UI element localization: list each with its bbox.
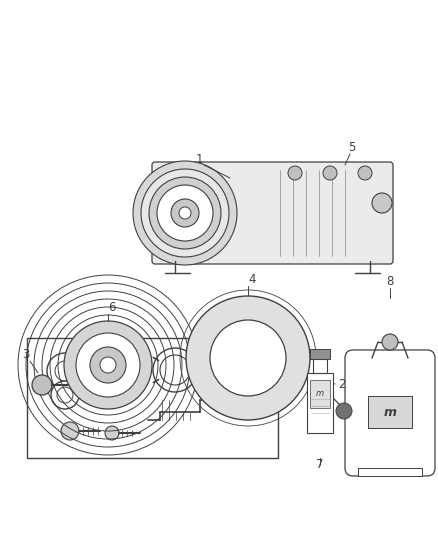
Text: 5: 5	[348, 141, 355, 154]
FancyBboxPatch shape	[345, 350, 435, 476]
Circle shape	[32, 375, 52, 395]
Circle shape	[186, 296, 310, 420]
Circle shape	[100, 357, 116, 373]
Circle shape	[336, 403, 352, 419]
Circle shape	[81, 382, 103, 404]
Circle shape	[86, 387, 98, 399]
Text: 3: 3	[22, 348, 29, 361]
Bar	[368, 396, 412, 428]
Circle shape	[323, 166, 337, 180]
Bar	[307, 373, 333, 433]
Circle shape	[157, 185, 213, 241]
Bar	[313, 359, 327, 373]
Text: 1: 1	[196, 153, 204, 166]
Circle shape	[133, 161, 237, 265]
Circle shape	[90, 347, 126, 383]
Circle shape	[79, 358, 105, 384]
Circle shape	[372, 193, 392, 213]
Circle shape	[210, 320, 286, 396]
Circle shape	[85, 364, 99, 378]
Circle shape	[288, 166, 302, 180]
Bar	[358, 468, 422, 476]
Text: 6: 6	[108, 301, 116, 314]
Circle shape	[149, 177, 221, 249]
Circle shape	[171, 199, 199, 227]
Circle shape	[64, 321, 152, 409]
Text: 8: 8	[386, 275, 394, 288]
Circle shape	[382, 334, 398, 350]
Circle shape	[160, 355, 190, 385]
Circle shape	[179, 207, 191, 219]
Circle shape	[358, 166, 372, 180]
Text: 2: 2	[338, 378, 346, 392]
Circle shape	[51, 381, 79, 409]
Text: 7: 7	[316, 458, 324, 471]
Circle shape	[47, 353, 83, 389]
Text: 4: 4	[248, 273, 255, 286]
Circle shape	[153, 348, 197, 392]
Text: m: m	[384, 406, 396, 418]
Circle shape	[105, 426, 119, 440]
Circle shape	[57, 387, 73, 403]
Bar	[310, 349, 330, 359]
Circle shape	[141, 169, 229, 257]
Circle shape	[76, 333, 140, 397]
FancyBboxPatch shape	[152, 162, 393, 264]
Circle shape	[61, 422, 79, 440]
Bar	[310, 380, 330, 408]
Circle shape	[55, 361, 75, 381]
Text: m: m	[316, 390, 324, 399]
Bar	[27, 338, 278, 458]
